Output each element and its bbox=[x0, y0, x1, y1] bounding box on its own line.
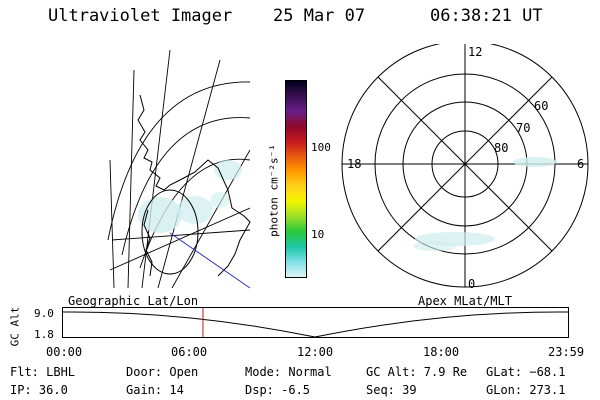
coastline bbox=[137, 94, 251, 277]
mlt-label-18: 18 bbox=[347, 157, 361, 171]
altitude-ytick-max: 9.0 bbox=[34, 307, 54, 320]
filter-info: Flt: LBHL bbox=[10, 365, 76, 379]
aurora-emission-left bbox=[138, 160, 242, 233]
ip-info: IP: 36.0 bbox=[10, 383, 68, 397]
colorbar-unit-label: photon cm⁻²s⁻¹ bbox=[267, 144, 281, 237]
door-info: Door: Open bbox=[126, 365, 199, 379]
altitude-plot[interactable] bbox=[62, 307, 570, 339]
time-label: 06:38:21 UT bbox=[430, 6, 543, 26]
xtick-0000: 00:00 bbox=[46, 345, 83, 359]
altitude-plot-frame bbox=[62, 307, 569, 338]
mlt-label-0: 0 bbox=[468, 277, 475, 291]
polar-grid bbox=[341, 44, 589, 288]
altitude-ytick-min: 1.8 bbox=[34, 328, 54, 341]
xtick-0600: 06:00 bbox=[171, 345, 208, 359]
apex-map-label: Apex MLat/MLT bbox=[418, 294, 512, 308]
aurora-emission-right bbox=[413, 157, 557, 251]
glat-info: GLat: −68.1 bbox=[486, 365, 566, 379]
xtick-1200: 12:00 bbox=[297, 345, 334, 359]
xtick-1800: 18:00 bbox=[423, 345, 460, 359]
apex-polar-plot[interactable]: 12 6 0 18 60 70 80 bbox=[340, 44, 600, 294]
colorbar-tick-100: 100 bbox=[311, 141, 331, 154]
geographic-map[interactable] bbox=[100, 40, 270, 300]
altitude-ylabel: GC Alt bbox=[8, 306, 22, 347]
glon-info: GLon: 273.1 bbox=[486, 383, 566, 397]
dsp-info: Dsp: -6.5 bbox=[245, 383, 311, 397]
lat-label-70: 70 bbox=[516, 121, 530, 135]
date-label: 25 Mar 07 bbox=[273, 6, 366, 26]
geographic-map-label: Geographic Lat/Lon bbox=[68, 294, 199, 308]
colorbar-tick-10: 10 bbox=[311, 228, 325, 241]
mode-info: Mode: Normal bbox=[245, 365, 332, 379]
lat-label-60: 60 bbox=[534, 99, 548, 113]
xtick-2359: 23:59 bbox=[548, 345, 585, 359]
lat-label-80: 80 bbox=[494, 141, 508, 155]
mlt-label-6: 6 bbox=[577, 157, 584, 171]
mlt-label-12: 12 bbox=[468, 45, 482, 59]
satellite-track-line bbox=[169, 232, 251, 289]
colorbar bbox=[285, 80, 307, 278]
gain-info: Gain: 14 bbox=[126, 383, 184, 397]
gc-alt-info: GC Alt: 7.9 Re bbox=[366, 365, 468, 379]
instrument-title: Ultraviolet Imager bbox=[48, 6, 233, 26]
fov-ellipse bbox=[141, 189, 199, 275]
seq-info: Seq: 39 bbox=[366, 383, 417, 397]
altitude-curve bbox=[62, 311, 569, 338]
